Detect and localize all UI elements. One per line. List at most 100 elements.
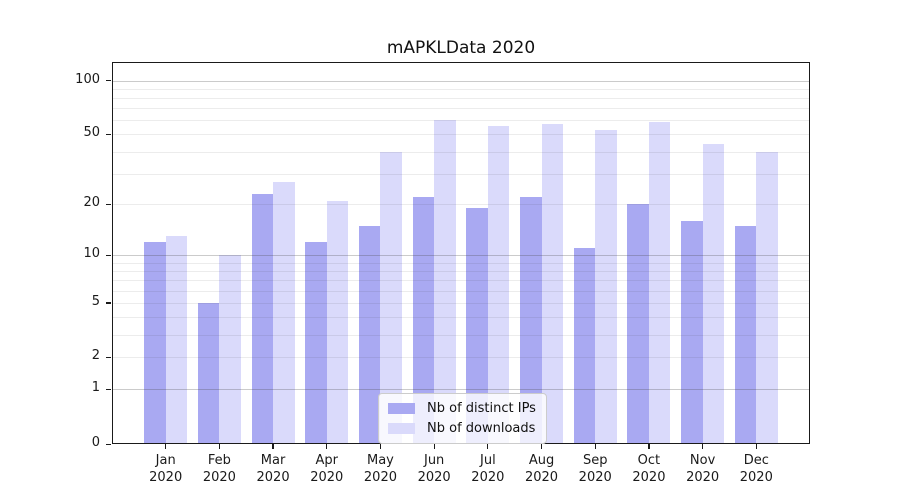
y-tick-mark — [106, 80, 111, 82]
y-tick-label: 2 — [91, 348, 100, 364]
x-tick-month: Mar — [260, 453, 286, 468]
gridline-minor — [112, 120, 810, 122]
bar-downloads-jun — [434, 120, 456, 444]
x-tick-month: Nov — [689, 453, 716, 468]
x-tick-year: 2020 — [739, 470, 773, 485]
gridline-minor — [112, 108, 810, 110]
bar-ips-aug — [520, 197, 542, 444]
x-tick-year: 2020 — [471, 470, 505, 485]
chart-title: mAPKLData 2020 — [386, 38, 536, 58]
x-tick-month: May — [367, 453, 394, 468]
x-tick-month: Sep — [582, 453, 608, 468]
gridline-minor — [112, 290, 810, 292]
bar-downloads-feb — [219, 255, 241, 444]
x-tick-mark — [594, 444, 596, 449]
x-tick-year: 2020 — [578, 470, 612, 485]
y-tick-mark — [106, 254, 111, 256]
bar-ips-may — [358, 225, 381, 444]
x-tick-year: 2020 — [363, 470, 397, 485]
x-tick-month: Dec — [743, 453, 769, 468]
gridline-major — [112, 80, 810, 82]
bar-downloads-jan — [165, 236, 188, 444]
gridline-minor — [112, 204, 810, 206]
x-tick-label: Jul 2020 — [461, 452, 515, 486]
gridline-minor — [112, 262, 810, 264]
plot-area: 100 50 20 10 5 2 1 0 Jan 2020 Feb 2020 Mar 2020 Apr 202… — [75, 62, 810, 485]
bar-ips-apr — [305, 242, 327, 444]
x-tick-mark — [433, 444, 435, 449]
x-tick-label: May 2020 — [353, 452, 407, 486]
gridline-minor — [112, 270, 810, 272]
legend: Nb of distinct IPs Nb of downloads — [378, 393, 547, 444]
bar-downloads-jul — [487, 125, 510, 444]
bar-downloads-mar — [273, 181, 295, 444]
x-tick-label: Jan 2020 — [139, 452, 193, 486]
gridline-minor — [112, 97, 810, 99]
legend-swatch — [388, 403, 415, 414]
bar-ips-jul — [466, 208, 488, 444]
gridline-minor — [112, 280, 810, 282]
y-tick-label: 20 — [83, 195, 100, 211]
gridline-minor — [112, 334, 810, 336]
x-tick-mark — [702, 444, 704, 449]
x-tick-label: Jun 2020 — [407, 452, 461, 486]
gridline-major — [112, 255, 810, 257]
bar-ips-mar — [251, 193, 274, 444]
gridline-minor — [112, 317, 810, 319]
bar-ips-nov — [681, 220, 703, 444]
x-tick-month: Apr — [315, 453, 339, 468]
x-tick-mark — [487, 444, 489, 449]
y-tick-label: 100 — [75, 71, 100, 87]
bar-downloads-nov — [702, 144, 725, 444]
bar-ips-dec — [734, 225, 757, 444]
y-tick-label: 1 — [91, 380, 100, 396]
y-tick-label: 0 — [91, 435, 100, 450]
gridline-minor — [112, 151, 810, 153]
x-tick-year: 2020 — [686, 470, 720, 485]
x-tick-month: Aug — [528, 453, 555, 468]
bar-ips-jan — [144, 242, 166, 444]
y-tick-mark — [106, 133, 111, 136]
gridline-minor — [112, 357, 810, 359]
gridline-minor — [112, 134, 810, 136]
x-tick-month: Oct — [637, 453, 661, 468]
bar-downloads-apr — [326, 200, 349, 444]
y-tick-mark — [106, 356, 111, 359]
x-tick-mark — [326, 444, 328, 449]
y-tick-label: 50 — [83, 125, 100, 141]
gridline-minor — [112, 173, 810, 175]
x-tick-mark — [165, 444, 167, 449]
legend-swatch — [388, 423, 415, 434]
y-tick-mark — [106, 388, 111, 391]
gridline-major — [112, 389, 810, 391]
legend-row: Nb of distinct IPs — [388, 400, 536, 417]
x-tick-year: 2020 — [149, 470, 183, 485]
gridline-minor — [112, 88, 810, 90]
bar-downloads-may — [380, 151, 402, 444]
y-tick-mark — [106, 302, 111, 304]
x-tick-label: Oct 2020 — [622, 452, 676, 486]
x-tick-label: Feb 2020 — [192, 452, 246, 486]
bar-downloads-aug — [541, 124, 564, 444]
x-tick-year: 2020 — [202, 470, 236, 485]
bar-ips-feb — [197, 302, 220, 444]
legend-label: Nb of distinct IPs — [427, 401, 536, 416]
x-tick-label: Mar 2020 — [246, 452, 300, 486]
y-tick-label: 5 — [91, 293, 100, 309]
x-tick-label: Sep 2020 — [568, 452, 622, 486]
x-tick-mark — [648, 444, 650, 449]
legend-label: Nb of downloads — [427, 421, 536, 436]
x-tick-month: Jul — [480, 453, 496, 468]
legend-row: Nb of downloads — [388, 420, 536, 437]
x-tick-month: Feb — [207, 453, 231, 468]
bar-ips-sep — [573, 248, 596, 444]
x-tick-year: 2020 — [256, 470, 290, 485]
x-tick-month: Jan — [155, 453, 176, 468]
x-tick-label: Dec 2020 — [729, 452, 783, 486]
x-tick-label: Apr 2020 — [300, 452, 354, 486]
x-tick-mark — [218, 444, 220, 449]
y-tick-label: 10 — [83, 246, 100, 262]
x-tick-mark — [755, 444, 757, 449]
y-tick-mark — [106, 443, 111, 445]
